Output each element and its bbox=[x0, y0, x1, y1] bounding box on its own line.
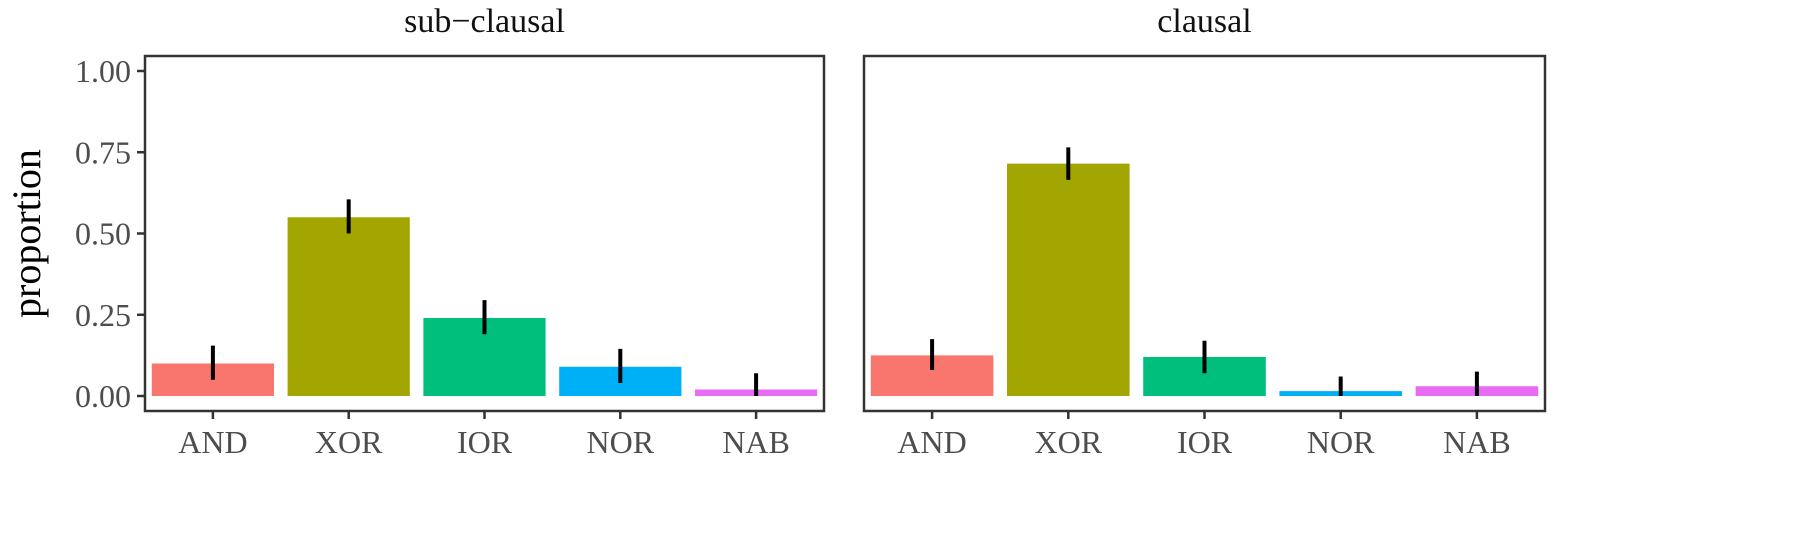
y-tick-label: 0.50 bbox=[75, 216, 131, 252]
x-tick-label: AND bbox=[178, 424, 247, 460]
bar-xor bbox=[1007, 163, 1130, 396]
panel-border bbox=[143, 54, 826, 413]
facet-title: clausal bbox=[1157, 3, 1251, 40]
x-tick-label: IOR bbox=[457, 424, 513, 460]
y-tick-label: 0.00 bbox=[75, 378, 131, 414]
panel-border bbox=[862, 54, 1547, 413]
x-tick-label: NOR bbox=[587, 424, 655, 460]
x-tick-label: NAB bbox=[722, 424, 790, 460]
bar-xor bbox=[287, 217, 410, 396]
x-tick-label: XOR bbox=[1035, 424, 1103, 460]
x-tick-label: XOR bbox=[315, 424, 383, 460]
y-tick-label: 0.75 bbox=[75, 134, 131, 170]
y-axis-title: proportion bbox=[4, 149, 49, 318]
facet-title: sub−clausal bbox=[404, 3, 565, 40]
y-tick-label: 0.25 bbox=[75, 297, 131, 333]
x-tick-label: AND bbox=[897, 424, 966, 460]
x-tick-label: NAB bbox=[1443, 424, 1511, 460]
y-tick-label: 1.00 bbox=[75, 53, 131, 89]
x-tick-label: NOR bbox=[1307, 424, 1375, 460]
x-tick-label: IOR bbox=[1177, 424, 1233, 460]
